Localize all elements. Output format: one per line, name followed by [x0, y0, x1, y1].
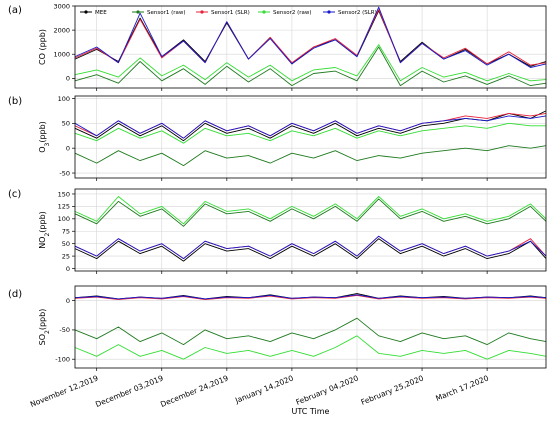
panel-d: -100 -50 0 (d) SO2(ppb) [8, 285, 547, 371]
series-line-sensor2-slr [74, 6, 547, 68]
y-axis-label-unit: (ppb) [38, 309, 47, 330]
series-line-sensor1-raw [74, 198, 547, 227]
legend: MEE Sensor1 (raw) Sensor1 (SLR) Sensor2 (ra… [80, 10, 377, 16]
series-line-sensor1-slr [74, 112, 547, 139]
panel-label: (b) [8, 96, 22, 107]
x-tick-label: February 25,2020 [360, 373, 425, 406]
series-line-mee [74, 10, 547, 67]
x-tick-label: January 14,2020 [233, 373, 295, 405]
y-axis-label: SO2(ppb) [38, 309, 51, 346]
legend-label: MEE [95, 10, 107, 16]
series-line-sensor1-slr [74, 9, 547, 66]
y-tick-label: 1000 [53, 51, 70, 59]
y-tick-label: -50 [59, 326, 70, 334]
legend-label: Sensor1 (SLR) [211, 10, 250, 16]
y-axis-label-main: O [38, 147, 47, 153]
plot-frame [74, 188, 547, 272]
panel-c: 0 25 50 75 100 125 150 (c) NO2(ppb) [8, 188, 547, 274]
y-tick-label: 100 [58, 95, 70, 103]
y-tick-label: 0 [66, 265, 70, 273]
panel-label: (d) [8, 289, 22, 300]
legend-marker [136, 10, 140, 14]
y-axis-label-sub: 2 [44, 233, 51, 237]
legend-item: Sensor1 (raw) [132, 10, 186, 16]
y-axis-label-unit: (ppb) [38, 211, 47, 232]
x-tick-label: December 03,2019 [94, 373, 165, 409]
y-tick-label: 125 [58, 203, 70, 211]
series-line-sensor2-slr [74, 235, 547, 260]
series-line-sensor1-raw [74, 317, 547, 346]
y-axis-label: CO (ppb) [38, 29, 47, 65]
panel-label: (a) [8, 5, 22, 16]
legend-item: MEE [80, 10, 107, 16]
y-tick-label: -100 [55, 356, 70, 364]
y-tick-label: 100 [58, 215, 70, 223]
y-tick-label: 0 [66, 144, 70, 152]
y-axis-label-sub: 2 [44, 330, 51, 334]
y-tick-label: 0 [66, 75, 70, 83]
legend-item: Sensor1 (SLR) [196, 10, 250, 16]
series-line-sensor1-slr [74, 235, 547, 260]
y-axis-label-sub: 3 [44, 143, 51, 147]
grid [75, 189, 546, 271]
series-line-sensor1-raw [74, 46, 547, 87]
legend-item: Sensor2 (SLR) [323, 10, 377, 16]
series-line-sensor1-raw [74, 145, 547, 167]
y-tick-label: -50 [59, 169, 70, 177]
y-tick-label: 50 [62, 240, 70, 248]
y-axis-label-main: CO (ppb) [38, 29, 47, 65]
y-tick-label: 2000 [53, 26, 70, 34]
y-tick-label: 150 [58, 190, 70, 198]
y-tick-label: 50 [62, 120, 70, 128]
y-axis-label: NO2(ppb) [38, 211, 51, 249]
legend-item: Sensor2 (raw) [258, 10, 312, 16]
y-tick-label: 25 [62, 252, 70, 260]
y-tick-label: 75 [62, 228, 70, 236]
series-line-sensor2-slr [74, 115, 547, 139]
legend-label: Sensor2 (SLR) [338, 10, 377, 16]
y-tick-label: 0 [66, 297, 70, 305]
y-axis-label: O3(ppb) [38, 121, 51, 153]
x-tick-label: November 12,2019 [29, 373, 100, 409]
legend-marker [84, 10, 88, 14]
series-line-sensor2-slr [74, 294, 547, 300]
x-tick-label: December 24,2019 [159, 373, 230, 409]
x-axis-title: UTC Time [292, 407, 330, 416]
series-line-sensor2-raw [74, 44, 547, 82]
legend-label: Sensor2 (raw) [273, 10, 312, 16]
panel-b: -50 0 50 100 (b) O3(ppb) [8, 95, 547, 181]
grid [75, 96, 546, 178]
series-line-sensor2-raw [74, 196, 547, 225]
y-tick-label: 3000 [53, 2, 70, 10]
series-line-mee [74, 238, 547, 262]
legend-marker [262, 10, 266, 14]
y-axis-label-main: NO [38, 237, 47, 249]
plot-frame [74, 5, 547, 89]
grid [75, 286, 546, 368]
y-axis-label-main: SO [38, 334, 47, 345]
legend-marker [327, 10, 331, 14]
x-tick-label: February 04,2020 [295, 373, 360, 406]
series-line-sensor2-raw [74, 335, 547, 360]
legend-label: Sensor1 (raw) [147, 10, 186, 16]
x-tick-label: March 17,2020 [434, 373, 490, 403]
series-line-sensor1-slr [74, 294, 547, 300]
legend-marker [200, 10, 204, 14]
plot-frame [74, 95, 547, 179]
panel-label: (c) [8, 189, 21, 200]
series-line-sensor2-raw [74, 122, 546, 144]
plot-frame [74, 285, 547, 369]
y-axis-label-unit: (ppb) [38, 121, 47, 142]
panel-a: 0 1000 2000 3000 (a) CO (ppb) [8, 2, 547, 91]
